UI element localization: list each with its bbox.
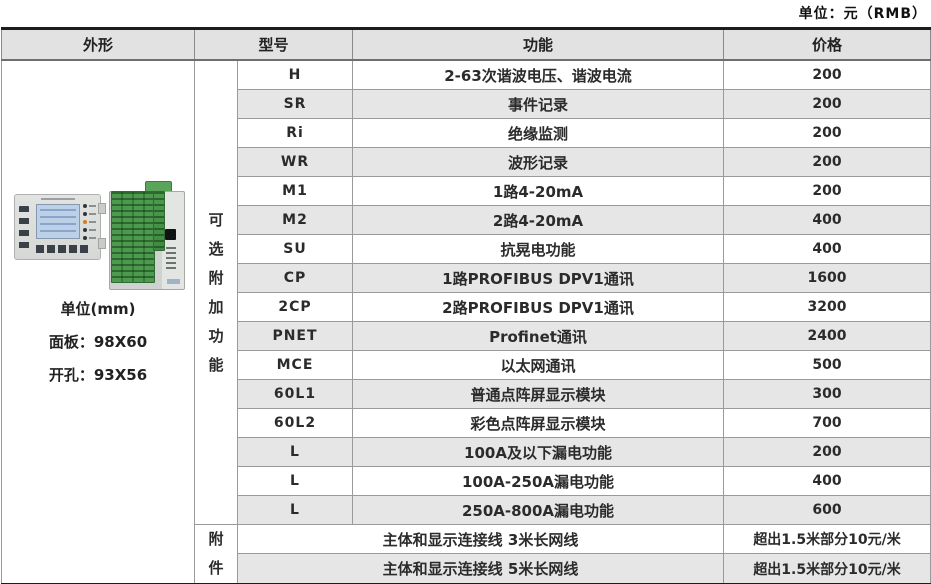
function-cell: 250A-800A漏电功能 [352, 495, 725, 525]
led-indicators [83, 204, 96, 240]
device-title-strip [41, 198, 75, 200]
model-cell: M1 [236, 176, 354, 206]
terminal-blocks [111, 191, 155, 283]
price-cell: 700 [723, 408, 931, 438]
table-row: PNET Profinet通讯 2400 [2, 321, 931, 351]
table-row: 附 件 主体和显示连接线 3米长网线 超出1.5米部分10元/米 [2, 523, 931, 584]
lcd-screen [36, 204, 80, 239]
led-icon [83, 236, 96, 240]
model-cell: 2CP [236, 292, 354, 322]
table-row: 60L2 彩色点阵屏显示模块 700 [2, 408, 931, 438]
function-cell: 波形记录 [352, 147, 725, 177]
price-cell: 600 [723, 495, 931, 525]
group-optional-functions-label: 可 选 附 加 功 能 [194, 59, 238, 525]
function-cell: 绝缘监测 [352, 118, 725, 148]
price-cell: 400 [723, 234, 931, 264]
module-port [165, 229, 176, 240]
table-row: 60L1 普通点阵屏显示模块 300 [2, 379, 931, 409]
function-cell: 100A及以下漏电功能 [352, 437, 725, 467]
header-function: 功能 [352, 28, 725, 61]
table-row: M1 1路4-20mA 200 [2, 176, 931, 206]
function-cell: 2路PROFIBUS DPV1通讯 [352, 292, 725, 322]
table-row: 主体和显示连接线 5米长网线 超出1.5米部分10元/米 [2, 553, 931, 584]
group-accessories-label: 附 件 [194, 524, 238, 584]
function-cell: 事件记录 [352, 89, 725, 119]
dimension-labels: 单位(mm) 面板：98X60 开孔：93X56 [3, 293, 194, 392]
price-cell: 500 [723, 350, 931, 380]
lcd-text-lines [40, 209, 76, 234]
price-cell: 2400 [723, 321, 931, 351]
table-row: SU 抗晃电功能 400 [2, 234, 931, 264]
table-row: CP 1路PROFIBUS DPV1通讯 1600 [2, 263, 931, 293]
model-cell: L [236, 466, 354, 496]
appearance-cell: 单位(mm) 面板：98X60 开孔：93X56 [1, 59, 195, 584]
header-price: 价格 [723, 28, 931, 61]
device-bottom-buttons [36, 245, 88, 253]
device-side-buttons [19, 206, 29, 252]
header-row: 外形 型号 功能 价格 [1, 28, 931, 61]
table-row: 单位(mm) 面板：98X60 开孔：93X56 可 选 附 加 功 能 H 2… [1, 59, 931, 584]
table-row: L 100A-250A漏电功能 400 [2, 466, 931, 496]
table-row: MCE 以太网通讯 500 [2, 350, 931, 380]
price-cell: 200 [723, 118, 931, 148]
function-cell: 2路4-20mA [352, 205, 725, 235]
function-cell: Profinet通讯 [352, 321, 725, 351]
function-cell: 抗晃电功能 [352, 234, 725, 264]
table-row: WR 波形记录 200 [2, 147, 931, 177]
price-cell: 200 [723, 89, 931, 119]
price-cell: 200 [723, 59, 931, 90]
module-label [167, 279, 180, 284]
din-module-device-image [109, 181, 185, 290]
front-panel-device-image [14, 194, 106, 260]
price-table: 外形 型号 功能 价格 [1, 27, 931, 584]
model-cell: L [236, 437, 354, 467]
model-cell: 60L1 [236, 379, 354, 409]
led-icon [83, 212, 96, 216]
price-cell: 3200 [723, 292, 931, 322]
led-orange-icon [83, 220, 96, 224]
terminal-blocks [153, 191, 165, 251]
panel-size-label: 面板：98X60 [48, 333, 148, 351]
model-cell: SU [236, 234, 354, 264]
function-cell: 100A-250A漏电功能 [352, 466, 725, 496]
price-cell: 200 [723, 176, 931, 206]
unit-note: 单位：元（RMB） [798, 6, 927, 22]
cutout-size-label: 开孔：93X56 [48, 366, 148, 384]
unit-mm-label: 单位(mm) [60, 300, 136, 318]
function-cell: 2-63次谐波电压、谐波电流 [352, 59, 725, 90]
function-cell: 彩色点阵屏显示模块 [352, 408, 725, 438]
function-cell: 1路PROFIBUS DPV1通讯 [352, 263, 725, 293]
price-cell: 300 [723, 379, 931, 409]
accessory-price-cell: 超出1.5米部分10元/米 [723, 523, 931, 555]
accessory-function-cell: 主体和显示连接线 3米长网线 [236, 523, 725, 555]
model-cell: M2 [236, 205, 354, 235]
led-icon [83, 228, 96, 232]
function-cell: 普通点阵屏显示模块 [352, 379, 725, 409]
model-cell: 60L2 [236, 408, 354, 438]
model-cell: H [236, 59, 354, 90]
model-cell: CP [236, 263, 354, 293]
model-cell: WR [236, 147, 354, 177]
price-cell: 400 [723, 466, 931, 496]
function-cell: 以太网通讯 [352, 350, 725, 380]
header-model: 型号 [193, 28, 354, 61]
price-cell: 400 [723, 205, 931, 235]
table-row: L 250A-800A漏电功能 600 [2, 495, 931, 525]
model-cell: SR [236, 89, 354, 119]
table-row: SR 事件记录 200 [2, 89, 931, 119]
module-indicator-dots [166, 247, 176, 269]
led-icon [83, 204, 96, 208]
model-cell: MCE [236, 350, 354, 380]
price-cell: 200 [723, 147, 931, 177]
function-cell: 1路4-20mA [352, 176, 725, 206]
accessory-function-cell: 主体和显示连接线 5米长网线 [236, 553, 725, 584]
price-cell: 1600 [723, 263, 931, 293]
model-cell: PNET [236, 321, 354, 351]
header-appearance: 外形 [1, 28, 195, 61]
model-cell: Ri [236, 118, 354, 148]
accessory-price-cell: 超出1.5米部分10元/米 [723, 553, 931, 584]
model-cell: L [236, 495, 354, 525]
price-cell: 200 [723, 437, 931, 467]
